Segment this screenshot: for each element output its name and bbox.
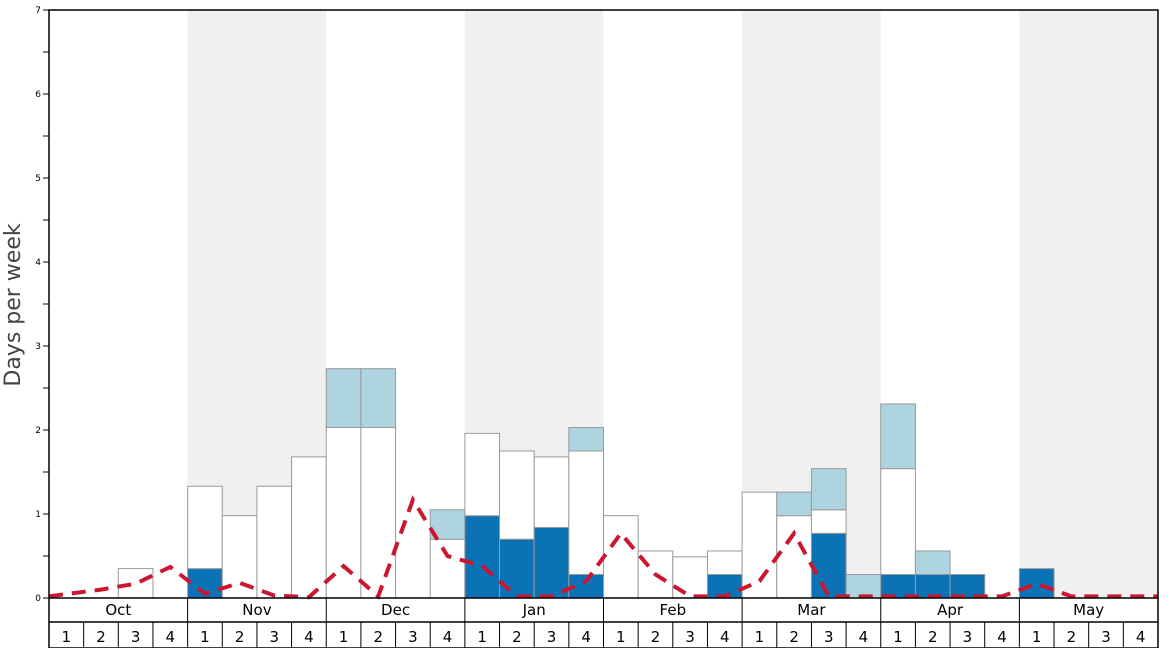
bar-light	[880, 403, 916, 470]
bar-light	[776, 491, 812, 517]
bar-white	[291, 456, 327, 599]
y-tick-label: 2	[35, 426, 41, 436]
bar-white	[360, 426, 397, 599]
bar-white	[187, 485, 223, 570]
week-label: 1	[755, 628, 765, 646]
bar-light	[810, 468, 847, 511]
month-label: Apr	[937, 601, 964, 619]
week-label: 4	[443, 628, 453, 646]
bar-light	[325, 368, 362, 428]
month-label: Nov	[242, 601, 271, 619]
month-label: Feb	[660, 601, 687, 619]
y-axis-label: Days per week	[1, 223, 26, 386]
y-tick-label: 4	[35, 258, 41, 268]
week-label: 1	[893, 628, 903, 646]
month-label: May	[1073, 601, 1104, 619]
week-label: 2	[789, 628, 799, 646]
bar-dark	[464, 515, 501, 599]
bar-white	[741, 491, 778, 599]
week-label: 2	[928, 628, 938, 646]
bar-dark	[499, 538, 535, 599]
week-label: 4	[997, 628, 1007, 646]
bar-white	[221, 515, 258, 599]
week-label: 3	[824, 628, 834, 646]
week-label: 3	[408, 628, 418, 646]
bar-white	[533, 456, 570, 528]
week-label: 3	[685, 628, 695, 646]
week-label: 1	[616, 628, 626, 646]
week-label: 2	[1067, 628, 1077, 646]
month-label: Dec	[381, 601, 410, 619]
week-label: 1	[339, 628, 349, 646]
bar-light	[568, 426, 604, 452]
bar-dark	[533, 526, 570, 599]
bar-light	[914, 550, 951, 575]
week-label: 4	[581, 628, 591, 646]
bar-white	[256, 485, 293, 599]
y-tick-label: 1	[35, 510, 41, 520]
week-label: 3	[547, 628, 557, 646]
bar-white	[810, 509, 847, 534]
x-axis: Oct 1 2 3 4 Nov 1 2 3 4 Dec 1 2 3 4 Jan 1 2 3 4 Feb 1 2 3 4 Mar 1 2…	[49, 597, 1158, 648]
week-label: 4	[859, 628, 869, 646]
week-label: 4	[166, 628, 176, 646]
month-bands	[187, 10, 1158, 598]
bar-dark	[810, 532, 847, 599]
week-label: 3	[131, 628, 141, 646]
plot-frame	[48, 9, 1159, 648]
week-label: 1	[477, 628, 487, 646]
y-tick-label: 5	[35, 174, 41, 184]
week-label: 1	[1032, 628, 1042, 646]
bar-white	[776, 515, 812, 599]
month-band-may	[1019, 10, 1158, 598]
month-label: Jan	[522, 601, 546, 619]
week-label: 2	[235, 628, 245, 646]
bar-white	[117, 568, 154, 599]
bar-light	[360, 368, 397, 428]
week-label: 3	[269, 628, 279, 646]
y-axis-ticks: 0 1 2 3 4 5 6 7	[35, 6, 49, 604]
week-label: 3	[963, 628, 973, 646]
dashed-line	[48, 495, 1158, 600]
week-label: 4	[1136, 628, 1146, 646]
bar-white	[429, 538, 466, 599]
bar-white	[706, 550, 743, 575]
bar-white	[880, 468, 916, 575]
week-label: 3	[1101, 628, 1111, 646]
y-tick-label: 3	[35, 342, 41, 352]
month-label: Mar	[797, 601, 826, 619]
stacked-bars	[117, 368, 1055, 599]
y-tick-label: 6	[35, 90, 41, 100]
bar-white	[568, 450, 604, 575]
bar-white	[325, 426, 362, 599]
week-label: 4	[720, 628, 730, 646]
y-tick-label: 0	[35, 594, 41, 604]
week-label: 4	[304, 628, 314, 646]
week-label: 1	[200, 628, 210, 646]
bar-white	[603, 515, 639, 599]
bar-white	[499, 450, 535, 540]
month-label: Oct	[105, 601, 131, 619]
bar-white	[672, 556, 708, 599]
week-label: 2	[651, 628, 661, 646]
week-label: 2	[373, 628, 383, 646]
week-label: 2	[96, 628, 106, 646]
week-label: 2	[512, 628, 522, 646]
bar-white	[464, 432, 501, 517]
bar-dark	[1018, 568, 1055, 599]
y-tick-label: 7	[35, 6, 41, 16]
dashed-series	[48, 495, 1158, 600]
week-label: 1	[62, 628, 72, 646]
